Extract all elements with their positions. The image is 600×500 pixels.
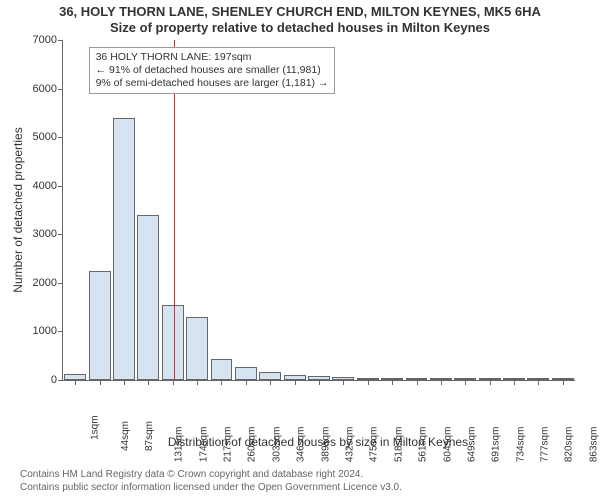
x-tick-mark [221, 380, 222, 385]
x-tick-label: 649sqm [467, 427, 477, 463]
bar [89, 271, 111, 380]
x-tick-mark [417, 380, 418, 385]
y-tick-label: 2000 [33, 277, 63, 289]
x-tick-mark [538, 380, 539, 385]
x-tick-mark [441, 380, 442, 385]
x-tick-mark [246, 380, 247, 385]
x-tick-mark [197, 380, 198, 385]
bar [162, 305, 184, 380]
x-tick-label: 44sqm [121, 421, 131, 451]
x-tick-label: 734sqm [516, 427, 526, 463]
bar [211, 359, 233, 380]
footer-line-2: Contains public sector information licen… [20, 482, 402, 495]
x-tick-label: 691sqm [492, 427, 502, 463]
plot-area: 010002000300040005000600070001sqm44sqm87… [62, 40, 575, 381]
x-tick-mark [100, 380, 101, 385]
annotation-line: ← 91% of detached houses are smaller (11… [96, 64, 329, 77]
y-tick-label: 6000 [33, 83, 63, 95]
x-tick-mark [392, 380, 393, 385]
x-tick-label: 863sqm [589, 427, 599, 463]
y-tick-label: 5000 [33, 131, 63, 143]
x-tick-mark [148, 380, 149, 385]
annotation-box: 36 HOLY THORN LANE: 197sqm← 91% of detac… [89, 47, 336, 94]
title-block: 36, HOLY THORN LANE, SHENLEY CHURCH END,… [0, 4, 600, 35]
y-tick-label: 3000 [33, 228, 63, 240]
y-tick-label: 1000 [33, 325, 63, 337]
x-tick-mark [490, 380, 491, 385]
x-tick-label: 87sqm [145, 421, 155, 451]
x-tick-mark [173, 380, 174, 385]
x-tick-mark [75, 380, 76, 385]
title-line-2: Size of property relative to detached ho… [0, 20, 600, 36]
x-tick-mark [295, 380, 296, 385]
y-tick-label: 4000 [33, 180, 63, 192]
x-tick-label: 1sqm [91, 415, 101, 439]
annotation-line: 36 HOLY THORN LANE: 197sqm [96, 51, 329, 64]
x-tick-label: 777sqm [541, 427, 551, 463]
x-tick-mark [465, 380, 466, 385]
bar [259, 372, 281, 380]
y-tick-label: 7000 [33, 34, 63, 46]
chart-container: { "titles": { "line1": "36, HOLY THORN L… [0, 0, 600, 500]
footer-line-1: Contains HM Land Registry data © Crown c… [20, 469, 402, 482]
footer: Contains HM Land Registry data © Crown c… [20, 469, 402, 494]
x-tick-mark [124, 380, 125, 385]
bar [137, 215, 159, 380]
x-tick-mark [514, 380, 515, 385]
bar [113, 118, 135, 380]
annotation-line: 9% of semi-detached houses are larger (1… [96, 77, 329, 90]
x-axis-label: Distribution of detached houses by size … [168, 435, 468, 449]
bar [235, 367, 257, 380]
x-tick-mark [368, 380, 369, 385]
x-tick-mark [270, 380, 271, 385]
x-tick-label: 820sqm [565, 427, 575, 463]
x-tick-mark [563, 380, 564, 385]
x-tick-mark [343, 380, 344, 385]
x-tick-mark [319, 380, 320, 385]
y-tick-label: 0 [51, 374, 63, 386]
title-line-1: 36, HOLY THORN LANE, SHENLEY CHURCH END,… [0, 4, 600, 20]
bar [186, 317, 208, 380]
y-axis-label: Number of detached properties [11, 127, 25, 292]
